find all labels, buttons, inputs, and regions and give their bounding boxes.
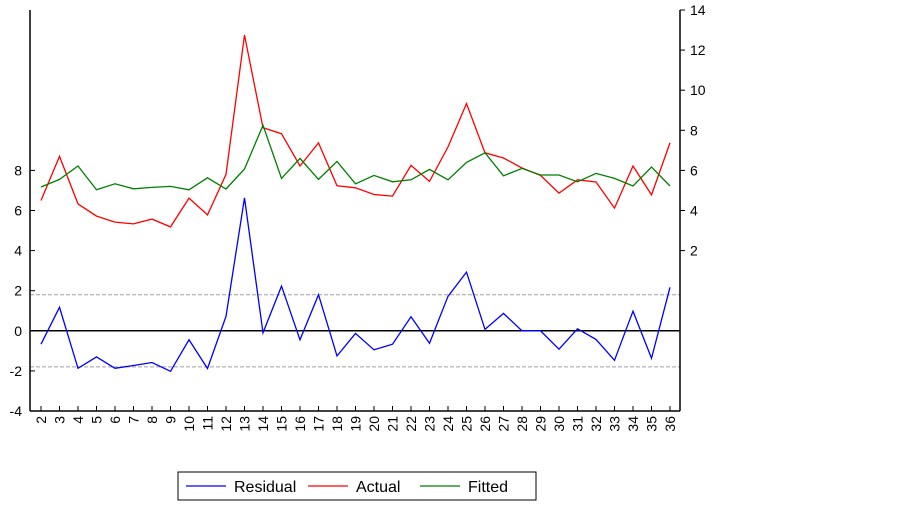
x-tick-label: 20 <box>366 416 382 432</box>
right-tick-label: 14 <box>690 2 706 18</box>
legend-label-residual: Residual <box>234 479 296 496</box>
legend: Residual Actual Fitted <box>177 471 537 501</box>
x-tick-label: 27 <box>496 416 512 432</box>
x-tick-label: 32 <box>588 416 604 432</box>
x-tick-label: 23 <box>422 416 438 432</box>
x-tick-label: 36 <box>662 416 678 432</box>
legend-box <box>177 471 537 501</box>
x-tick-label: 15 <box>274 416 290 432</box>
left-tick-label: 0 <box>14 323 22 339</box>
right-tick-label: 4 <box>690 203 698 219</box>
x-tick-label: 9 <box>163 416 179 424</box>
series-line-residual <box>40 197 671 373</box>
legend-label-fitted: Fitted <box>468 479 508 496</box>
x-tick-label: 24 <box>440 416 456 432</box>
x-tick-label: 30 <box>551 416 567 432</box>
left-tick-label: 2 <box>14 283 22 299</box>
x-tick-label: 8 <box>144 416 160 424</box>
series-line-fitted <box>40 123 671 191</box>
x-tick-label: 14 <box>255 416 271 432</box>
right-tick-label: 2 <box>690 243 698 259</box>
x-tick-label: 16 <box>292 416 308 432</box>
left-tick-label: 8 <box>14 162 22 178</box>
x-tick-label: 29 <box>533 416 549 432</box>
x-tick-label: 19 <box>348 416 364 432</box>
x-tick-label: 3 <box>52 416 68 424</box>
x-tick-label: 25 <box>459 416 475 432</box>
x-tick-label: 18 <box>329 416 345 432</box>
x-tick-label: 2 <box>33 416 49 424</box>
x-tick-label: 17 <box>311 416 327 432</box>
x-tick-label: 5 <box>89 416 105 424</box>
x-tick-label: 22 <box>403 416 419 432</box>
x-tick-label: 35 <box>644 416 660 432</box>
x-tick-label: 31 <box>570 416 586 432</box>
left-tick-label: -2 <box>10 363 23 379</box>
right-tick-label: 8 <box>690 122 698 138</box>
x-tick-label: 6 <box>107 416 123 424</box>
x-tick-label: 13 <box>237 416 253 432</box>
x-tick-label: 21 <box>385 416 401 432</box>
x-tick-label: 26 <box>477 416 493 432</box>
left-tick-label: 4 <box>14 243 22 259</box>
x-tick-label: 12 <box>218 416 234 432</box>
x-tick-label: 33 <box>607 416 623 432</box>
x-tick-label: 11 <box>200 416 216 431</box>
left-tick-label: -4 <box>10 403 23 419</box>
right-tick-label: 12 <box>690 42 706 58</box>
x-tick-label: 7 <box>126 416 142 424</box>
x-tick-label: 4 <box>70 416 86 424</box>
right-tick-label: 10 <box>690 82 706 98</box>
legend-label-actual: Actual <box>356 479 400 496</box>
right-tick-label: 6 <box>690 162 698 178</box>
x-tick-label: 10 <box>181 416 197 432</box>
x-tick-label: 28 <box>514 416 530 432</box>
x-tick-label: 34 <box>625 416 641 432</box>
series-line-actual <box>40 34 671 228</box>
left-tick-label: 6 <box>14 203 22 219</box>
